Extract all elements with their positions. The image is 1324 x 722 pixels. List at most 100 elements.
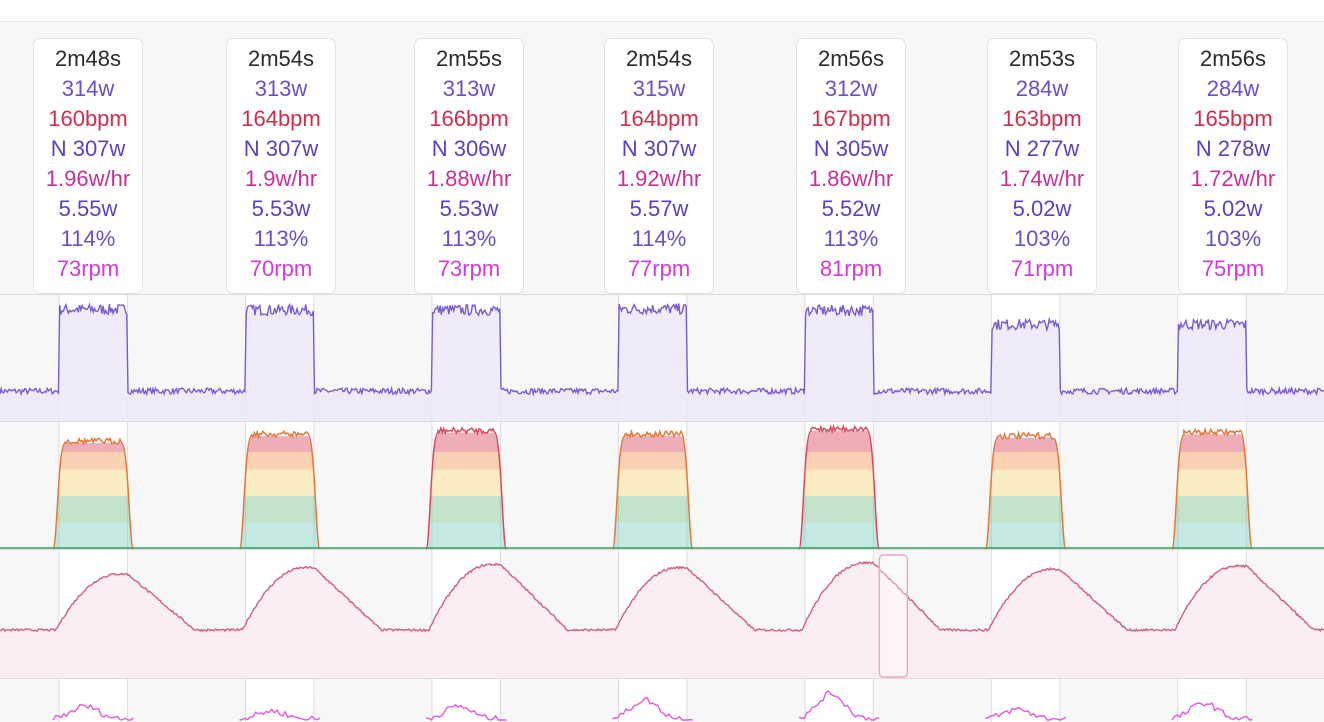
- interval-duration: 2m54s: [247, 46, 315, 71]
- zone-fill: [985, 451, 1066, 470]
- interval-card[interactable]: 2m56s 284w 165bpm N 278w 1.72w/hr 5.02w …: [1178, 38, 1288, 294]
- interval-normalized-power: N 305w: [813, 136, 889, 161]
- zone-fill: [1171, 469, 1253, 497]
- zone-fill: [798, 522, 880, 549]
- zone-fill: [53, 443, 134, 452]
- interval-avg-heart-rate: 164bpm: [241, 106, 321, 131]
- interval-avg-power: 312w: [824, 76, 878, 101]
- interval-card[interactable]: 2m53s 284w 163bpm N 277w 1.74w/hr 5.02w …: [987, 38, 1097, 294]
- interval-duration: 2m54s: [625, 46, 693, 71]
- cadence-line: [798, 689, 880, 722]
- interval-card[interactable]: 2m56s 312w 167bpm N 305w 1.86w/hr 5.52w …: [796, 38, 906, 294]
- interval-percent-ftp: 113%: [823, 226, 879, 251]
- zone-fill: [426, 496, 507, 523]
- top-bar: [0, 0, 1324, 22]
- interval-watts-per-heartbeat: 1.72w/hr: [1190, 166, 1276, 191]
- zone-fill: [1171, 522, 1253, 549]
- interval-cadence: 81rpm: [819, 256, 883, 281]
- zone-fill: [985, 522, 1066, 549]
- interval-duration: 2m55s: [435, 46, 503, 71]
- interval-card[interactable]: 2m54s 313w 164bpm N 307w 1.9w/hr 5.53w 1…: [226, 38, 336, 294]
- interval-normalized-power: N 277w: [1004, 136, 1080, 161]
- interval-watts-per-kg: 5.57w: [629, 196, 689, 221]
- interval-watts-per-heartbeat: 1.88w/hr: [426, 166, 512, 191]
- cadence-line: [239, 708, 321, 721]
- zone-fill: [1171, 496, 1253, 523]
- zone-fill: [53, 496, 134, 523]
- zone-fill: [239, 522, 320, 549]
- interval-card[interactable]: 2m48s 314w 160bpm N 307w 1.96w/hr 5.55w …: [33, 38, 143, 294]
- interval-watts-per-heartbeat: 1.9w/hr: [244, 166, 318, 191]
- zone-outline: [1171, 426, 1254, 550]
- interval-duration: 2m56s: [817, 46, 885, 71]
- heart-rate-chart: [0, 560, 1324, 678]
- zone-outline: [425, 425, 508, 550]
- interval-watts-per-kg: 5.02w: [1012, 196, 1072, 221]
- zone-fill: [612, 436, 693, 452]
- interval-avg-power: 284w: [1015, 76, 1069, 101]
- zone-fill: [53, 469, 134, 497]
- workout-charts[interactable]: [0, 294, 1324, 722]
- interval-watts-per-kg: 5.52w: [821, 196, 881, 221]
- zone-fill: [612, 469, 693, 497]
- interval-card[interactable]: 2m55s 313w 166bpm N 306w 1.88w/hr 5.53w …: [414, 38, 524, 294]
- zone-fill: [426, 522, 507, 549]
- power-area: [0, 303, 1324, 421]
- zone-fill: [612, 451, 693, 470]
- interval-card[interactable]: 2m54s 315w 164bpm N 307w 1.92w/hr 5.57w …: [604, 38, 714, 294]
- interval-normalized-power: N 278w: [1195, 136, 1271, 161]
- interval-duration: 2m56s: [1199, 46, 1267, 71]
- selection-overlay[interactable]: [878, 554, 909, 678]
- power-chart: [0, 302, 1324, 421]
- interval-labels: 2m48s 314w 160bpm N 307w 1.96w/hr 5.55w …: [0, 22, 1324, 294]
- interval-watts-per-kg: 5.02w: [1203, 196, 1263, 221]
- interval-watts-per-heartbeat: 1.96w/hr: [45, 166, 131, 191]
- zone-outline: [984, 430, 1067, 550]
- interval-watts-per-heartbeat: 1.74w/hr: [999, 166, 1085, 191]
- cadence-line: [52, 703, 134, 721]
- interval-normalized-power: N 306w: [431, 136, 507, 161]
- zone-outline: [798, 423, 881, 550]
- interval-percent-ftp: 114%: [60, 226, 116, 251]
- cadence-chart: [52, 689, 1253, 722]
- zone-fill: [426, 469, 507, 497]
- heart-rate-area: [0, 562, 1324, 678]
- zone-fill: [985, 437, 1066, 452]
- interval-avg-power: 315w: [632, 76, 686, 101]
- interval-cadence: 73rpm: [437, 256, 501, 281]
- interval-watts-per-kg: 5.53w: [251, 196, 311, 221]
- interval-percent-ftp: 103%: [1204, 226, 1262, 251]
- interval-avg-power: 313w: [442, 76, 496, 101]
- zone-fill: [1171, 434, 1253, 452]
- interval-percent-ftp: 113%: [441, 226, 497, 251]
- zone-fill: [985, 469, 1066, 497]
- zone-outline: [238, 429, 321, 550]
- zone-fill: [53, 451, 134, 470]
- interval-percent-ftp: 113%: [253, 226, 309, 251]
- interval-normalized-power: N 307w: [243, 136, 319, 161]
- zone-fill: [239, 451, 320, 470]
- power-line: [0, 302, 1324, 397]
- cadence-line: [612, 696, 693, 721]
- cadence-line: [985, 707, 1067, 721]
- interval-avg-heart-rate: 164bpm: [619, 106, 699, 131]
- interval-duration: 2m48s: [54, 46, 122, 71]
- interval-cadence: 77rpm: [627, 256, 691, 281]
- zone-fill: [612, 496, 693, 523]
- zone-fill: [798, 496, 880, 523]
- zone-fill: [239, 469, 320, 497]
- interval-avg-power: 314w: [61, 76, 115, 101]
- interval-cadence: 70rpm: [249, 256, 313, 281]
- interval-watts-per-heartbeat: 1.92w/hr: [616, 166, 702, 191]
- zone-fill: [612, 522, 693, 549]
- interval-avg-power: 313w: [254, 76, 308, 101]
- interval-watts-per-heartbeat: 1.86w/hr: [808, 166, 894, 191]
- interval-normalized-power: N 307w: [50, 136, 126, 161]
- selection-handle[interactable]: [878, 554, 909, 678]
- interval-watts-per-kg: 5.55w: [58, 196, 118, 221]
- interval-duration: 2m53s: [1008, 46, 1076, 71]
- interval-avg-heart-rate: 165bpm: [1193, 106, 1273, 131]
- interval-percent-ftp: 114%: [631, 226, 687, 251]
- interval-watts-per-kg: 5.53w: [439, 196, 499, 221]
